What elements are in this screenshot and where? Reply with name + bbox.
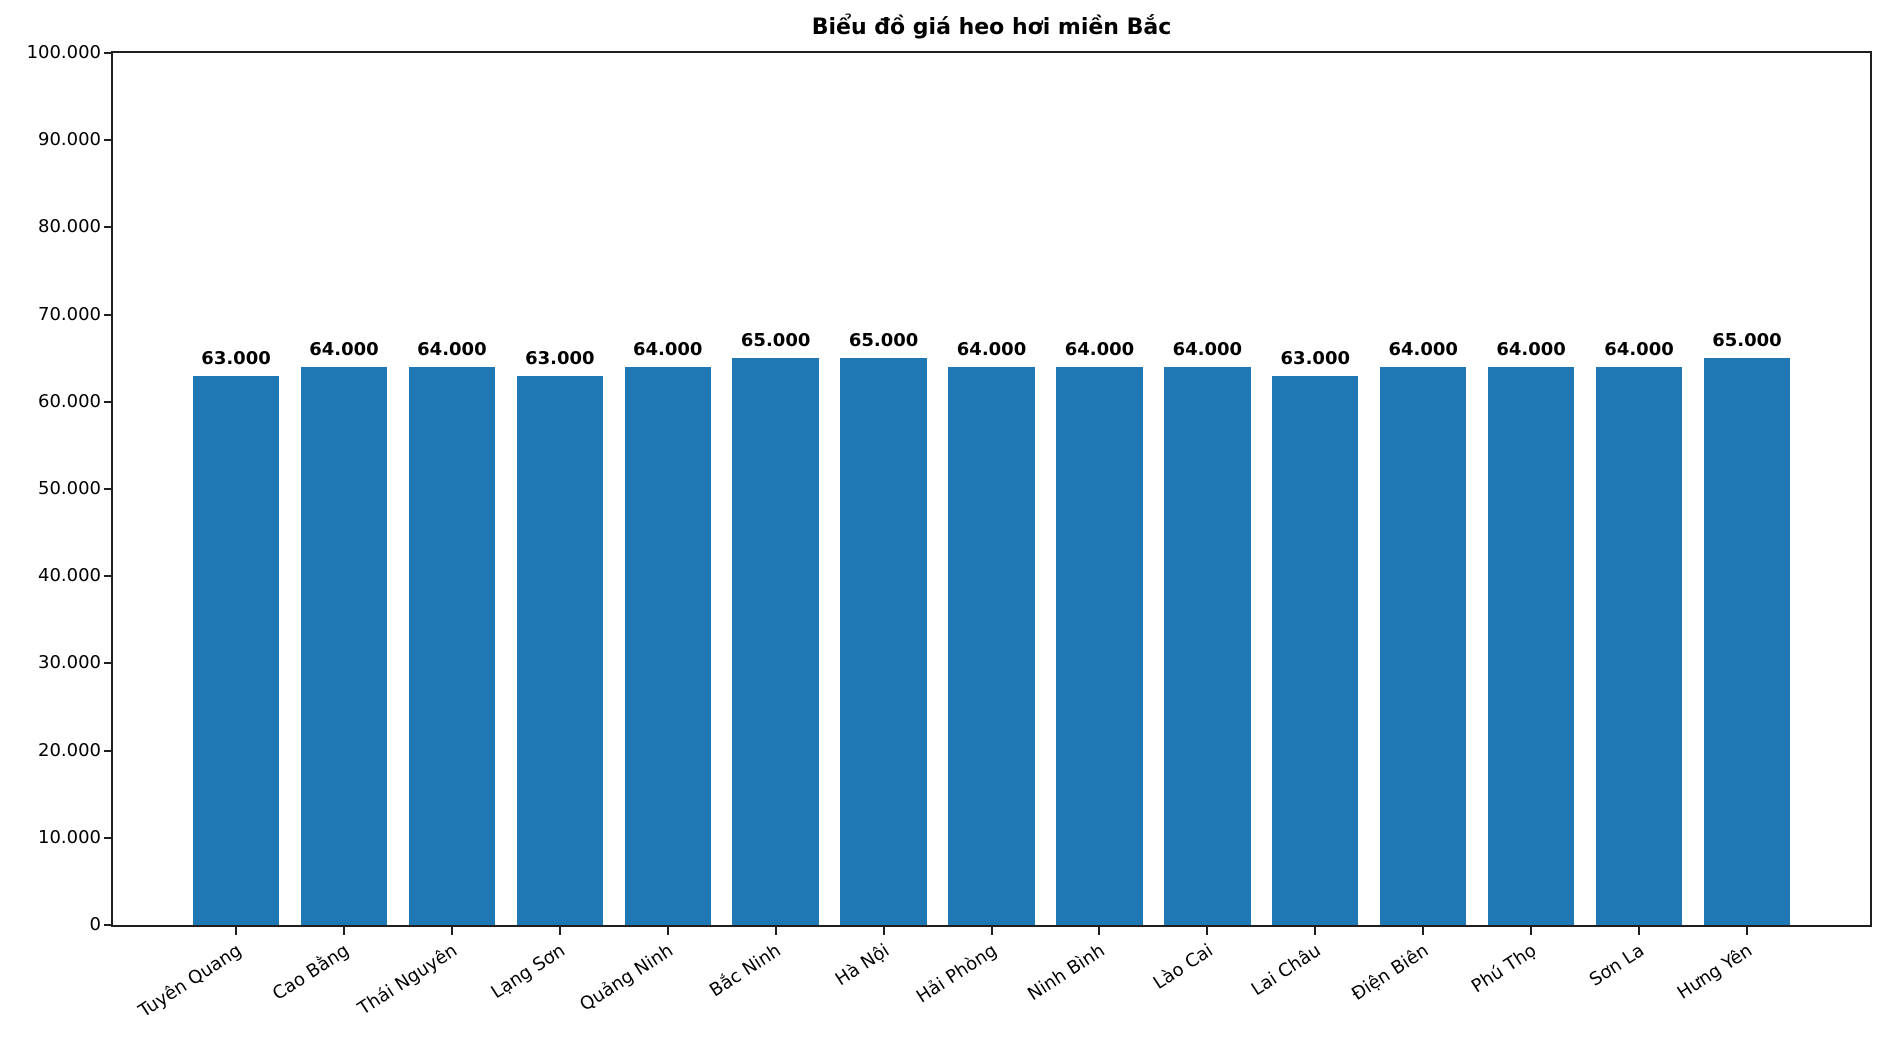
- x-axis-tick-mark: [1422, 926, 1425, 935]
- bar: [732, 358, 819, 925]
- bar: [1487, 366, 1575, 925]
- x-axis-tick-label: Phú Thọ: [1468, 940, 1541, 998]
- x-axis-tick-label: Hà Nội: [831, 940, 894, 991]
- x-axis-tick-mark: [1530, 926, 1533, 935]
- bar-value-label: 65.000: [848, 330, 919, 352]
- bar: [300, 366, 388, 925]
- x-axis-tick-label: Cao Bằng: [269, 940, 354, 1005]
- y-axis-tick-mark: [104, 226, 113, 229]
- y-axis-tick-mark: [104, 662, 113, 665]
- bar-value-label: 64.000: [1064, 338, 1135, 360]
- x-axis-tick-mark: [1206, 926, 1209, 935]
- bar-value-label: 64.000: [956, 338, 1027, 360]
- bar-value-label: 64.000: [1496, 338, 1566, 360]
- x-axis-tick-label: Thái Nguyên: [354, 940, 462, 1020]
- x-axis-tick-mark: [1638, 926, 1641, 935]
- bar-value-label: 63.000: [1280, 347, 1350, 369]
- bar-value-label: 63.000: [525, 347, 595, 369]
- chart-title: Biểu đồ giá heo hơi miền Bắc: [811, 15, 1172, 40]
- x-axis-tick-mark: [558, 926, 561, 935]
- x-axis-tick-label: Hải Phòng: [912, 940, 1001, 1008]
- y-axis-tick-mark: [104, 836, 113, 839]
- bar: [192, 375, 280, 925]
- x-axis-tick-label: Ninh Bình: [1024, 940, 1109, 1006]
- y-axis-tick-label: 50.000: [38, 478, 101, 499]
- bar-value-label: 64.000: [1388, 338, 1458, 360]
- y-axis-tick-label: 20.000: [38, 739, 101, 761]
- x-axis-tick-mark: [1314, 926, 1317, 935]
- x-axis-tick-label: Điện Biên: [1348, 940, 1433, 1005]
- x-axis-tick-mark: [666, 926, 669, 935]
- y-axis-tick-mark: [104, 575, 113, 578]
- bar-value-label: 64.000: [1172, 338, 1243, 360]
- y-axis-tick-label: 100.000: [26, 42, 101, 63]
- bar: [840, 358, 927, 925]
- x-axis-tick-label: Lạng Sơn: [487, 940, 570, 1004]
- bar: [1056, 366, 1143, 925]
- x-axis-tick-label: Tuyên Quang: [135, 940, 246, 1022]
- y-axis-tick-label: 90.000: [38, 129, 101, 151]
- x-axis-tick-mark: [342, 926, 345, 935]
- x-axis-tick-mark: [235, 926, 238, 935]
- x-axis-tick-label: Lai Châu: [1247, 940, 1325, 1001]
- x-axis-tick-label: Lào Cai: [1149, 940, 1217, 994]
- bar: [1164, 366, 1251, 925]
- bar-value-label: 64.000: [309, 338, 379, 360]
- x-axis-tick-mark: [450, 926, 453, 935]
- bar-value-label: 64.000: [417, 338, 487, 360]
- y-axis-tick-mark: [104, 52, 113, 54]
- y-axis-tick-mark: [104, 400, 113, 403]
- bar-value-label: 64.000: [632, 338, 703, 360]
- bar: [624, 366, 711, 925]
- x-axis-tick-label: Quảng Ninh: [576, 940, 678, 1016]
- bar-value-label: 63.000: [201, 347, 271, 369]
- y-axis-tick-label: 40.000: [38, 565, 101, 587]
- y-axis-tick-mark: [104, 139, 113, 142]
- bar-value-label: 65.000: [740, 330, 811, 352]
- bar: [516, 375, 603, 925]
- x-axis-tick-mark: [1098, 926, 1101, 935]
- x-axis-tick-mark: [882, 926, 885, 935]
- x-axis-tick-mark: [1745, 926, 1748, 935]
- y-axis-tick-label: 10.000: [38, 826, 101, 848]
- bar: [1595, 366, 1683, 925]
- y-axis-tick-label: 30.000: [38, 652, 101, 674]
- x-axis-tick-mark: [774, 926, 777, 935]
- bar-value-label: 64.000: [1604, 338, 1674, 360]
- x-axis-tick-mark: [990, 926, 993, 935]
- y-axis-tick-label: 60.000: [38, 390, 101, 412]
- bar-value-label: 65.000: [1712, 330, 1782, 352]
- y-axis-tick-mark: [104, 924, 113, 926]
- bar: [1272, 375, 1359, 925]
- y-axis-tick-label: 80.000: [38, 216, 101, 238]
- x-axis-tick-label: Hưng Yên: [1674, 940, 1757, 1004]
- y-axis-tick-mark: [104, 749, 113, 752]
- bar: [1703, 358, 1791, 925]
- y-axis-tick-label: 0: [89, 914, 101, 935]
- bar: [408, 366, 496, 925]
- y-axis-tick-mark: [104, 488, 113, 490]
- y-axis-tick-mark: [104, 313, 113, 316]
- y-axis-tick-label: 70.000: [38, 303, 101, 325]
- bar: [948, 366, 1035, 925]
- bar: [1380, 366, 1467, 925]
- x-axis-tick-label: Bắc Ninh: [706, 940, 786, 1002]
- x-axis-tick-label: Sơn La: [1586, 940, 1649, 991]
